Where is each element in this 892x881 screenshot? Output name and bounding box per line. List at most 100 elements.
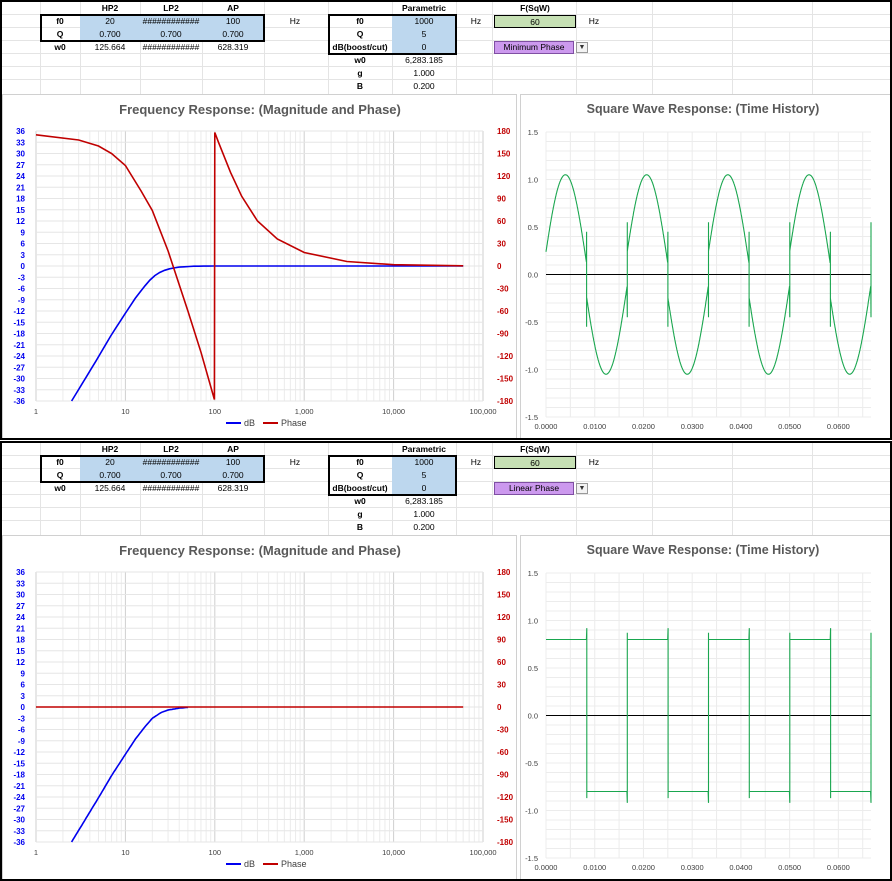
- param-label-q: Q: [356, 29, 364, 39]
- cell-ap-q[interactable]: 0.700: [202, 469, 264, 482]
- param-db-value[interactable]: 0: [392, 482, 456, 495]
- square-wave-svg: Square Wave Response: (Time History) 1.5 1…: [525, 102, 872, 431]
- cell-lp2-f0[interactable]: ############: [140, 456, 202, 469]
- y2-tick-label: -90: [497, 330, 509, 339]
- sqw-frequency-value[interactable]: 60: [494, 15, 576, 28]
- y-tick-label: -12: [13, 307, 25, 316]
- x-tick-label: 1: [34, 848, 38, 857]
- square-wave-svg: Square Wave Response: (Time History) 1.5 1…: [525, 543, 872, 872]
- y-tick-label: 18: [16, 195, 25, 204]
- square-wave-series-line: [545, 174, 872, 375]
- legend-label-db: dB: [244, 859, 255, 869]
- y-tick-label: -33: [13, 827, 25, 836]
- x-tick-label: 100,000: [469, 848, 496, 857]
- phase-mode-dropdown[interactable]: Linear Phase: [494, 482, 574, 495]
- param-border: [455, 455, 457, 496]
- y2-tick-label: -30: [497, 726, 509, 735]
- table-border: [40, 455, 265, 457]
- y-tick-label: 24: [16, 613, 25, 622]
- chart-title: Square Wave Response: (Time History): [587, 102, 820, 116]
- y-tick-label: 30: [16, 150, 25, 159]
- cell-lp2-q[interactable]: 0.700: [140, 469, 202, 482]
- y-tick-label: -27: [13, 804, 25, 813]
- y-tick-label: 24: [16, 172, 25, 181]
- row-label-w0: w0: [54, 42, 66, 52]
- square-wave-series-line: [546, 628, 872, 803]
- cell-ap-w0: 628.319: [217, 483, 249, 493]
- header-parametric: Parametric: [402, 444, 446, 454]
- y2-tick-label: -150: [497, 816, 514, 825]
- param-label-b: B: [356, 81, 364, 91]
- y-tick-label: 15: [16, 206, 25, 215]
- legend-label-db: dB: [244, 418, 255, 428]
- header-hp2: HP2: [101, 3, 119, 13]
- header-parametric: Parametric: [402, 3, 446, 13]
- x-tick-label: 10,000: [382, 407, 405, 416]
- unit-hz-filter: Hz: [289, 16, 301, 26]
- square-wave-chart: Square Wave Response: (Time History) 1.5 1…: [520, 535, 890, 879]
- y-tick-label: 3: [21, 692, 26, 701]
- param-w0-value: 6,283.185: [405, 55, 443, 65]
- x-tick-label: 100: [209, 848, 222, 857]
- y-tick-label: 18: [16, 636, 25, 645]
- chevron-down-icon[interactable]: ▼: [576, 483, 588, 494]
- phase-mode-dropdown[interactable]: Minimum Phase: [494, 41, 574, 54]
- param-label-b: B: [356, 522, 364, 532]
- x-tick-label: 1,000: [295, 848, 314, 857]
- cell-lp2-f0[interactable]: ############: [140, 15, 202, 28]
- param-q-value[interactable]: 5: [392, 28, 456, 41]
- header-lp2: LP2: [163, 444, 179, 454]
- x-tick-label: 10: [121, 407, 129, 416]
- x-tick-label: 100: [209, 407, 222, 416]
- unit-hz-filter: Hz: [289, 457, 301, 467]
- table-border: [263, 14, 265, 42]
- x-tick-label: 10,000: [382, 848, 405, 857]
- param-db-value[interactable]: 0: [392, 41, 456, 54]
- db-series-line: [70, 706, 188, 843]
- cell-hp2-q[interactable]: 0.700: [80, 28, 140, 41]
- y2-tick-label: -90: [497, 771, 509, 780]
- sqw-unit-hz: Hz: [588, 16, 600, 26]
- y2-tick-label: -120: [497, 793, 514, 802]
- param-q-value[interactable]: 5: [392, 469, 456, 482]
- x-tick-label: 0.0300: [681, 863, 704, 872]
- param-unit-hz: Hz: [470, 457, 482, 467]
- cell-ap-f0[interactable]: 100: [202, 15, 264, 28]
- x-tick-label: 0.0600: [827, 863, 850, 872]
- param-f0-value[interactable]: 1000: [392, 15, 456, 28]
- y-tick-label: 3: [21, 251, 26, 260]
- cell-ap-q[interactable]: 0.700: [202, 28, 264, 41]
- sqw-frequency-value[interactable]: 60: [494, 456, 576, 469]
- param-border: [328, 53, 457, 55]
- cell-ap-w0: 628.319: [217, 42, 249, 52]
- param-label-f0: f0: [356, 457, 364, 467]
- frequency-response-svg: Frequency Response: (Magnitude and Phase…: [13, 102, 513, 428]
- param-f0-value[interactable]: 1000: [392, 456, 456, 469]
- x-tick-label: 100,000: [469, 407, 496, 416]
- frequency-response-svg: Frequency Response: (Magnitude and Phase…: [13, 543, 514, 869]
- header-fsqw: F(SqW): [520, 444, 550, 454]
- cell-hp2-q[interactable]: 0.700: [80, 469, 140, 482]
- cell-hp2-f0[interactable]: 20: [80, 15, 140, 28]
- spreadsheet-panel-linear-phase: HP2 LP2 AP f0 20 ############ 100 Hz Q 0…: [0, 441, 892, 881]
- y-tick-label: -6: [18, 726, 26, 735]
- param-border: [328, 455, 330, 496]
- y2-tick-label: 0: [497, 703, 502, 712]
- cell-hp2-f0[interactable]: 20: [80, 456, 140, 469]
- param-w0-value: 6,283.185: [405, 496, 443, 506]
- y-tick-label: -21: [13, 782, 25, 791]
- cell-ap-f0[interactable]: 100: [202, 456, 264, 469]
- cell-lp2-q[interactable]: 0.700: [140, 28, 202, 41]
- param-label-f0: f0: [356, 16, 364, 26]
- param-label-g: g: [357, 509, 363, 519]
- y2-tick-label: 120: [497, 172, 511, 181]
- table-border: [40, 40, 265, 42]
- db-series-line: [70, 265, 464, 402]
- y-tick-label: -36: [13, 838, 25, 847]
- y2-tick-label: 180: [497, 127, 511, 136]
- param-border: [328, 494, 457, 496]
- y-tick-label: -1.5: [525, 413, 538, 422]
- param-label-w0: w0: [354, 496, 366, 506]
- y2-tick-label: 150: [497, 150, 511, 159]
- chevron-down-icon[interactable]: ▼: [576, 42, 588, 53]
